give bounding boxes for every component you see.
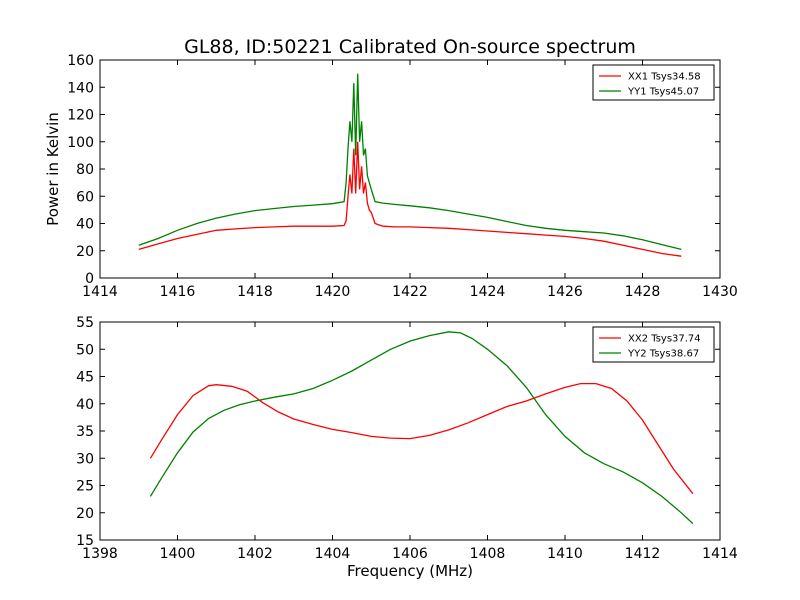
x-tick-label: 1428 [625, 284, 661, 300]
y-tick-label: 80 [76, 162, 94, 178]
legend-label: YY1 Tsys45.07 [627, 87, 699, 98]
y-tick-label: 35 [76, 424, 94, 440]
y-tick-label: 55 [76, 315, 94, 331]
y-tick-label: 20 [76, 244, 94, 260]
x-axis-label: Frequency (MHz) [347, 562, 473, 580]
y-tick-label: 50 [76, 342, 94, 358]
series-line-red [149, 382, 694, 495]
x-tick-label: 1430 [702, 284, 738, 300]
x-tick-label: 1420 [315, 284, 351, 300]
x-tick-label: 1424 [470, 284, 506, 300]
y-tick-label: 160 [67, 53, 94, 69]
legend-label: XX2 Tsys37.74 [628, 334, 701, 345]
x-tick-label: 1412 [625, 546, 661, 562]
series-line-green [138, 73, 682, 251]
y-tick-label: 30 [76, 451, 94, 467]
legend-label: XX1 Tsys34.58 [628, 72, 701, 83]
x-tick-label: 1410 [547, 546, 583, 562]
y-axis-label: Power in Kelvin [44, 112, 62, 226]
x-tick-label: 1406 [392, 546, 428, 562]
y-tick-label: 120 [67, 108, 94, 124]
legend-label: YY2 Tsys38.67 [627, 349, 699, 360]
y-tick-label: 0 [85, 271, 94, 287]
legend-box [592, 326, 715, 363]
x-tick-label: 1422 [392, 284, 428, 300]
chart-title: GL88, ID:50221 Calibrated On-source spec… [184, 36, 636, 58]
y-tick-label: 60 [76, 189, 94, 205]
series-line-green [149, 331, 694, 525]
x-tick-label: 1416 [160, 284, 196, 300]
x-tick-label: 1400 [160, 546, 196, 562]
y-tick-label: 40 [76, 397, 94, 413]
y-tick-label: 15 [76, 533, 94, 549]
x-tick-label: 1418 [237, 284, 273, 300]
y-tick-label: 40 [76, 217, 94, 233]
x-tick-label: 1426 [547, 284, 583, 300]
y-tick-label: 20 [76, 506, 94, 522]
series-line-red [138, 141, 682, 257]
y-tick-label: 25 [76, 479, 94, 495]
x-tick-label: 1402 [237, 546, 273, 562]
legend-box [592, 64, 715, 101]
bottom-panel: 1398 1400 1402 1404 1406 1408 1410 1412 1414 15 20… [76, 315, 738, 580]
top-panel: 1414 1416 1418 1420 1422 1424 1426 1428 1430 0 20 4… [44, 53, 738, 300]
y-tick-label: 45 [76, 370, 94, 386]
x-tick-label: 1414 [702, 546, 738, 562]
x-tick-label: 1408 [470, 546, 506, 562]
y-tick-label: 140 [67, 80, 94, 96]
x-tick-label: 1404 [315, 546, 351, 562]
x-tick-label: 1414 [82, 284, 118, 300]
x-tick-label: 1398 [82, 546, 118, 562]
y-tick-label: 100 [67, 135, 94, 151]
